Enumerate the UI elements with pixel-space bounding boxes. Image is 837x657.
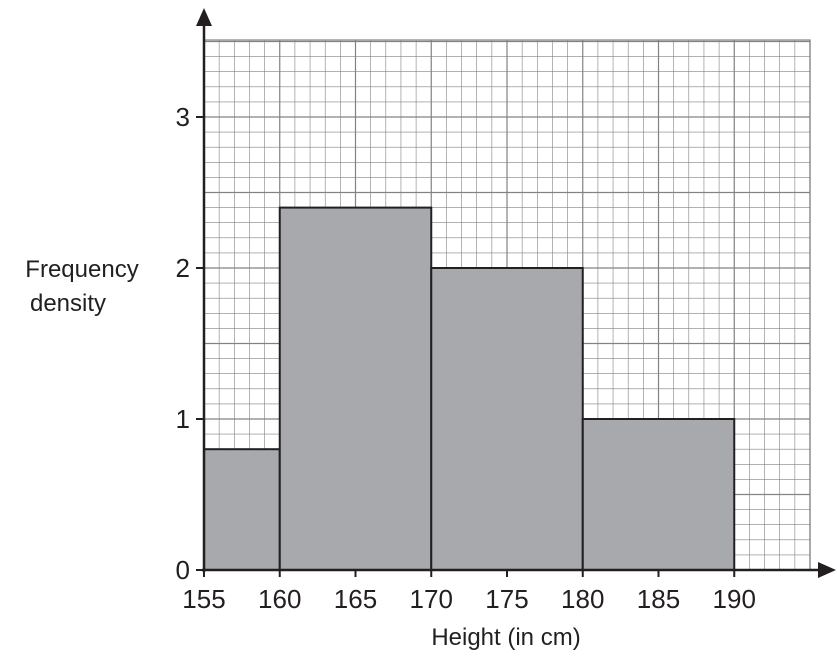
y-axis-label-line2: density <box>30 290 106 317</box>
y-axis-arrowhead <box>196 8 212 26</box>
x-axis-arrowhead <box>818 562 836 578</box>
x-tick-label: 165 <box>334 584 377 614</box>
histogram-bar <box>278 206 433 571</box>
x-axis-label: Height (in cm) <box>431 624 580 651</box>
y-axis-label-line1: Frequency <box>25 256 138 283</box>
y-tick-label: 2 <box>176 253 190 283</box>
x-tick-label: 185 <box>637 584 680 614</box>
x-tick-label: 190 <box>713 584 756 614</box>
y-tick-label: 1 <box>176 404 190 434</box>
x-tick-labels: 155 160 165 170 175 180 185 190 <box>182 570 756 614</box>
y-tick-labels: 0 1 2 3 <box>176 102 204 585</box>
x-tick-label: 175 <box>485 584 528 614</box>
axes <box>196 8 836 578</box>
x-tick-label: 160 <box>258 584 301 614</box>
y-tick-label: 3 <box>176 102 190 132</box>
bars <box>203 206 736 572</box>
histogram-bar <box>581 418 736 571</box>
y-tick-label: 0 <box>176 555 190 585</box>
x-tick-label: 180 <box>561 584 604 614</box>
x-tick-label: 170 <box>410 584 453 614</box>
histogram-bar <box>430 267 584 571</box>
x-tick-label: 155 <box>182 584 225 614</box>
histogram-bar <box>203 448 281 572</box>
